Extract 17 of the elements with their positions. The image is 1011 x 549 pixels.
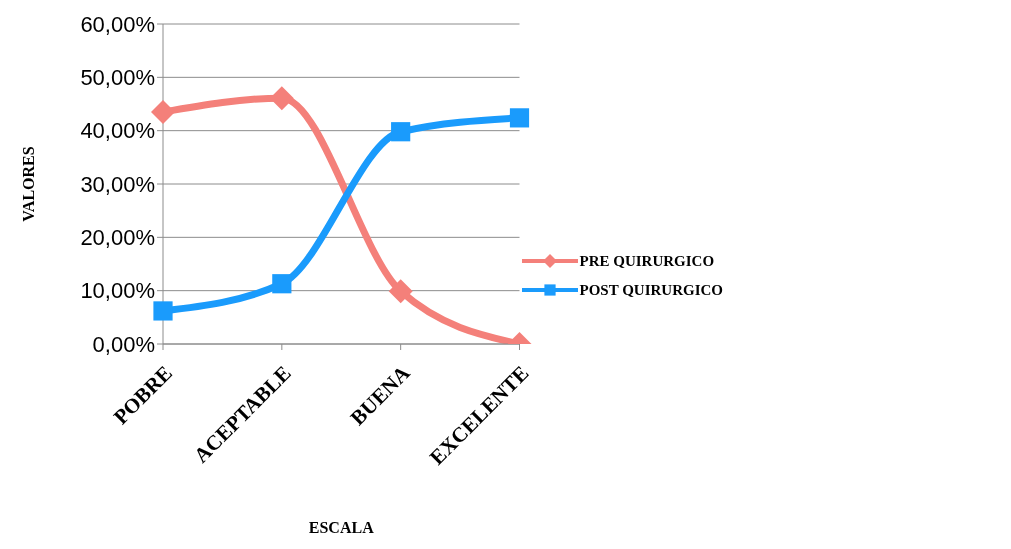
x-axis-title: ESCALA bbox=[308, 519, 375, 536]
point bbox=[272, 274, 292, 294]
y-tick-label: 30,00% bbox=[80, 171, 155, 197]
legend-label: PRE QUIRURGICO bbox=[579, 252, 715, 270]
point bbox=[388, 279, 413, 304]
y-tick-label: 20,00% bbox=[80, 225, 155, 251]
point bbox=[153, 301, 173, 321]
y-tick-label: 10,00% bbox=[80, 278, 155, 304]
legend-label: POST QUIRURGICO bbox=[579, 281, 723, 299]
y-tick-label: 0,00% bbox=[92, 331, 155, 357]
y-tick-label: 60,00% bbox=[80, 11, 155, 37]
y-axis-title: VALORES bbox=[19, 146, 37, 222]
point bbox=[151, 100, 175, 124]
y-tick-label: 40,00% bbox=[80, 118, 155, 144]
point bbox=[391, 122, 411, 142]
point bbox=[509, 108, 530, 128]
y-tick-label: 50,00% bbox=[80, 65, 155, 91]
